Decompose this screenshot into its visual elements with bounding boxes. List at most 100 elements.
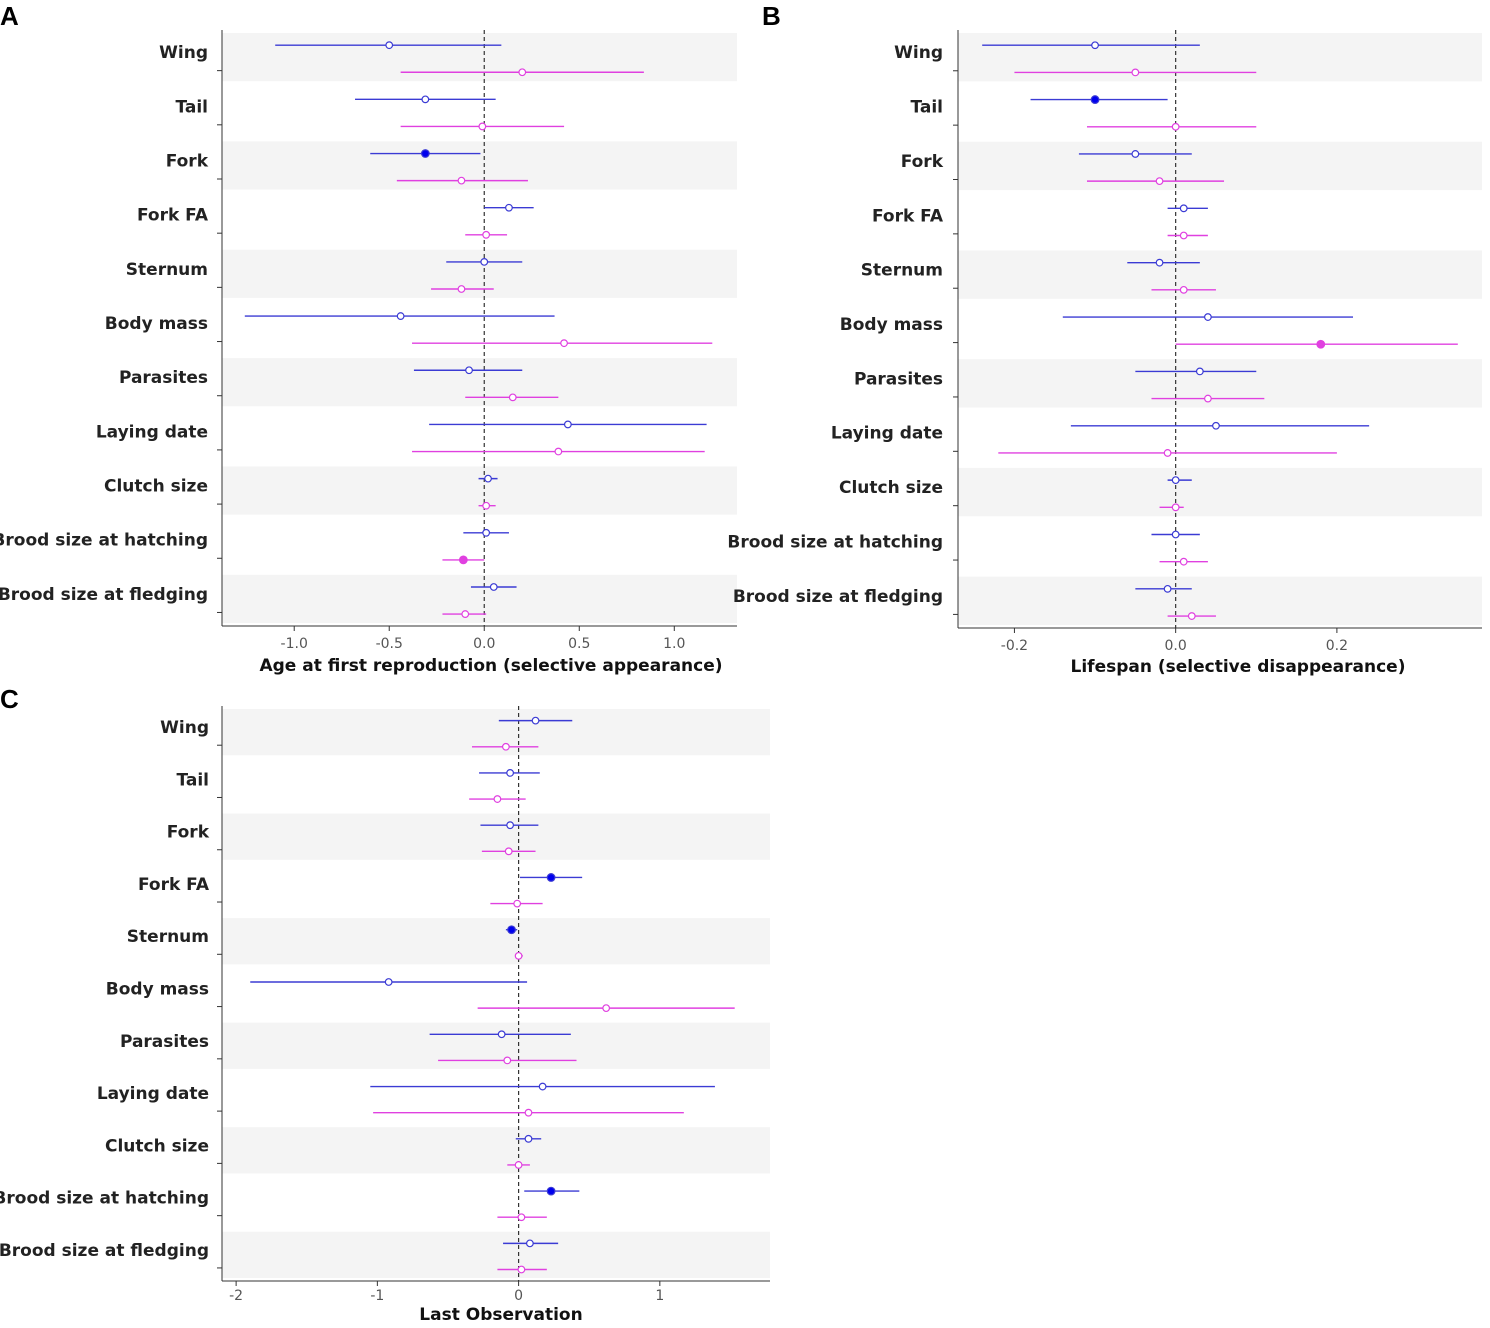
blue-point-wing	[531, 716, 540, 725]
blue-point-brood-size-at-hatching	[482, 528, 491, 537]
row-band	[222, 249, 737, 298]
pink-point-body-mass	[560, 339, 568, 348]
pink-point-fork-fa	[1179, 231, 1188, 240]
x-tick-label: -1	[370, 1288, 384, 1304]
panel-c: -2 -1 0 1 Wing Tail Fork Fork FA Sternum Body mas…	[0, 684, 770, 1325]
pink-point-tail	[1171, 122, 1180, 131]
blue-point-fork	[506, 821, 515, 830]
pink-point-fork	[1155, 177, 1164, 186]
category-label-fork: Fork	[166, 151, 209, 171]
x-axis-title: Age at first reproduction (selective app…	[259, 656, 722, 676]
category-label-wing: Wing	[159, 43, 208, 63]
category-label-sternum: Sternum	[127, 927, 209, 947]
pink-point-fork	[457, 176, 466, 185]
category-label-brood-size-at-fledging: Brood size at fledging	[733, 587, 943, 607]
row-band	[958, 576, 1482, 625]
row-band	[222, 918, 770, 965]
row-band	[222, 1127, 770, 1174]
row-band	[222, 1231, 770, 1278]
blue-point-brood-size-at-fledging	[1163, 584, 1172, 593]
category-label-tail: Tail	[176, 770, 209, 790]
category-label-brood-size-at-hatching: Brood size at hatching	[0, 531, 208, 551]
category-label-brood-size-at-hatching: Brood size at hatching	[0, 1189, 209, 1209]
x-tick-label: 0.2	[1326, 638, 1348, 654]
category-label-brood-size-at-fledging: Brood size at fledging	[0, 585, 208, 605]
category-label-body-mass: Body mass	[105, 314, 208, 334]
category-label-parasites: Parasites	[854, 369, 943, 389]
blue-point-tail	[1090, 95, 1100, 104]
category-label-clutch-size: Clutch size	[104, 477, 208, 497]
category-label-sternum: Sternum	[861, 261, 943, 281]
blue-point-laying-date	[538, 1082, 547, 1091]
category-label-fork-fa: Fork FA	[872, 206, 944, 226]
blue-point-parasites	[465, 366, 473, 375]
blue-point-laying-date	[1212, 421, 1220, 430]
pink-point-wing	[518, 68, 527, 77]
blue-point-sternum	[507, 925, 516, 935]
blue-point-clutch-size	[524, 1134, 533, 1143]
row-band	[222, 33, 737, 82]
category-label-fork-fa: Fork FA	[137, 206, 209, 226]
blue-point-body-mass	[384, 978, 393, 986]
pink-point-wing	[501, 742, 510, 751]
pink-point-laying-date	[524, 1108, 533, 1117]
category-label-laying-date: Laying date	[96, 422, 208, 442]
row-band	[222, 358, 737, 407]
pink-point-clutch-size	[1171, 503, 1180, 512]
category-label-fork: Fork	[901, 152, 944, 172]
blue-point-brood-size-at-fledging	[525, 1239, 534, 1248]
category-label-parasites: Parasites	[119, 368, 208, 388]
panel-letter: C	[0, 684, 19, 714]
x-tick-label: 0.5	[568, 636, 590, 652]
category-label-fork-fa: Fork FA	[138, 875, 210, 895]
x-tick-label: 1	[655, 1288, 664, 1304]
blue-point-body-mass	[396, 312, 405, 320]
x-tick-label: -2	[229, 1288, 243, 1304]
row-band	[958, 359, 1482, 408]
category-label-wing: Wing	[160, 718, 209, 738]
pink-point-sternum	[514, 951, 523, 960]
category-label-clutch-size: Clutch size	[105, 1136, 209, 1156]
category-label-parasites: Parasites	[120, 1032, 209, 1052]
category-label-sternum: Sternum	[126, 260, 208, 280]
pink-point-wing	[1131, 68, 1140, 77]
category-label-body-mass: Body mass	[840, 315, 943, 335]
pink-point-brood-size-at-hatching	[458, 555, 468, 565]
row-band	[958, 467, 1482, 517]
pink-point-fork-fa	[513, 899, 522, 908]
pink-point-clutch-size	[514, 1161, 523, 1169]
blue-point-sternum	[1155, 258, 1164, 267]
pink-point-brood-size-at-fledging	[461, 610, 470, 618]
x-tick-label: 0.0	[1165, 638, 1187, 654]
x-tick-label: -1.0	[281, 636, 308, 652]
blue-point-fork	[420, 149, 430, 158]
category-label-brood-size-at-fledging: Brood size at fledging	[0, 1241, 209, 1261]
category-label-laying-date: Laying date	[97, 1084, 209, 1104]
panel-letter: A	[0, 1, 19, 31]
pink-point-parasites	[1204, 394, 1212, 403]
x-axis-title: Lifespan (selective disappearance)	[1071, 657, 1406, 677]
pink-point-sternum	[457, 285, 466, 293]
pink-point-laying-date	[1163, 449, 1172, 457]
category-label-fork: Fork	[167, 823, 210, 843]
pink-point-body-mass	[602, 1004, 611, 1013]
pink-point-body-mass	[1316, 339, 1326, 349]
pink-point-parasites	[503, 1056, 512, 1065]
row-band	[958, 141, 1482, 191]
blue-point-tail	[506, 769, 515, 777]
blue-point-fork	[1131, 150, 1140, 158]
row-band	[222, 709, 770, 756]
pink-point-brood-size-at-fledging	[517, 1265, 526, 1274]
pink-point-clutch-size	[482, 501, 491, 510]
row-band	[222, 1022, 770, 1069]
pink-point-fork-fa	[482, 230, 491, 239]
pink-point-laying-date	[554, 447, 563, 456]
x-tick-label: 0	[514, 1288, 523, 1304]
x-tick-label: 1.0	[663, 636, 685, 652]
pink-point-fork	[504, 847, 513, 856]
blue-point-wing	[1091, 41, 1099, 50]
x-tick-label: -0.5	[376, 636, 403, 652]
x-tick-label: -0.2	[1001, 638, 1028, 654]
category-label-laying-date: Laying date	[831, 424, 943, 444]
category-label-body-mass: Body mass	[106, 980, 209, 1000]
